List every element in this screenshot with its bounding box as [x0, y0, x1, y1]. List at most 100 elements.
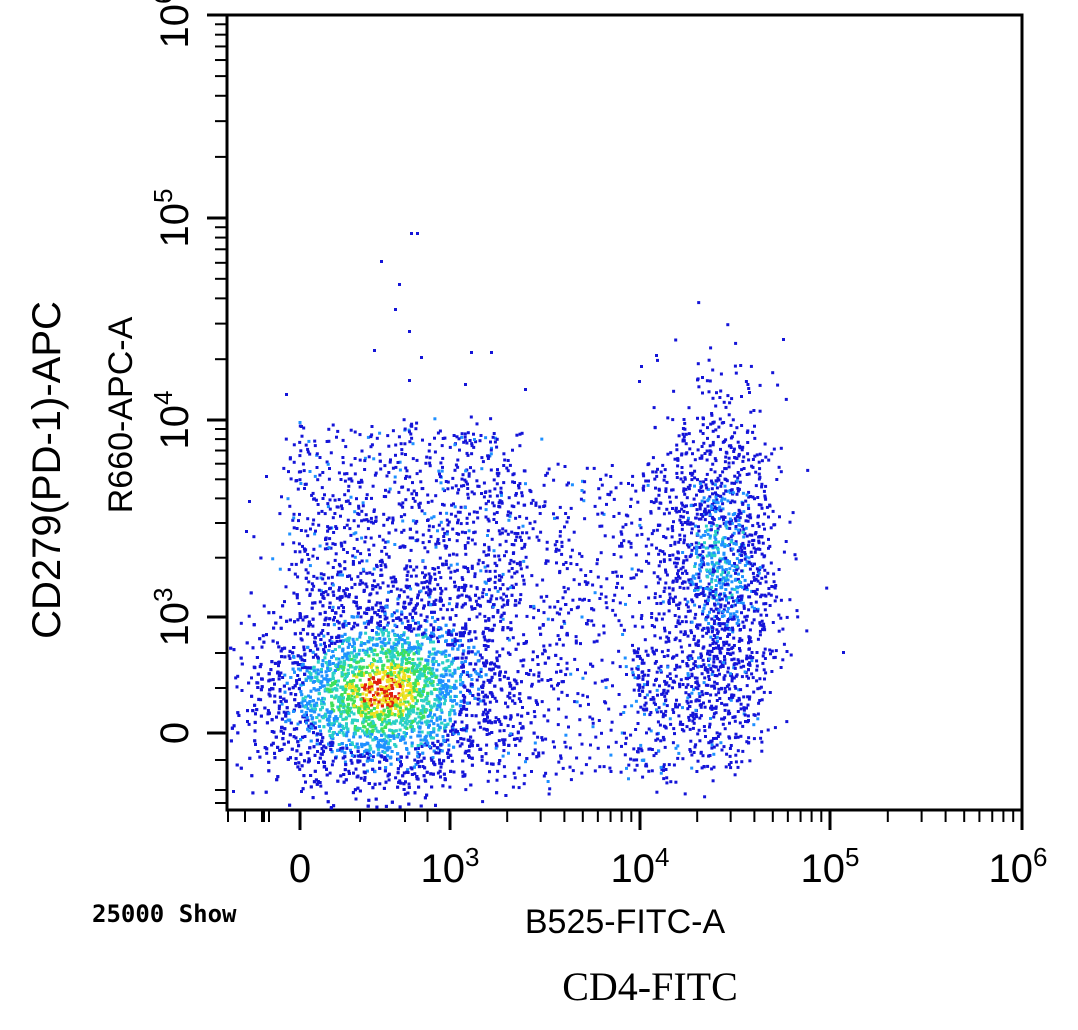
event-dot [388, 652, 392, 656]
event-dot [318, 742, 322, 746]
event-dot [426, 659, 430, 662]
event-dot [438, 761, 442, 765]
event-dot [314, 653, 318, 657]
event-dot [397, 640, 401, 644]
event-dot [463, 695, 467, 699]
event-dot [352, 754, 356, 758]
event-dot [436, 617, 440, 621]
event-dot [489, 662, 492, 666]
event-dot [408, 712, 412, 716]
event-dot [458, 710, 462, 714]
event-dot [279, 626, 283, 630]
event-dot [370, 712, 374, 716]
event-dot [347, 772, 351, 775]
event-dot [407, 675, 411, 679]
event-dot [332, 717, 336, 721]
event-dot [384, 670, 387, 673]
event-dot [369, 618, 373, 622]
event-dot [321, 696, 325, 700]
event-dot [261, 634, 265, 638]
event-dot [366, 620, 370, 624]
event-dot [323, 645, 327, 649]
event-dot [330, 689, 334, 693]
event-dot [437, 663, 441, 667]
event-dot [411, 658, 415, 662]
event-dot [368, 724, 372, 728]
event-dot [484, 673, 488, 677]
plot-frame [225, 13, 1024, 812]
event-dot [416, 643, 420, 646]
event-dot [331, 590, 335, 594]
event-dot [333, 681, 337, 685]
event-dot [400, 660, 404, 664]
event-dot [253, 703, 257, 707]
event-dot [430, 715, 434, 719]
event-dot [416, 657, 420, 661]
event-dot [400, 716, 403, 720]
event-dot [423, 796, 427, 800]
event-dot [590, 607, 594, 611]
event-dot [338, 586, 341, 590]
event-dot [273, 661, 277, 665]
event-dot [474, 652, 478, 656]
event-dot [353, 788, 357, 792]
event-dot [358, 789, 362, 793]
event-dot [388, 709, 392, 713]
event-dot [382, 698, 386, 702]
event-dot [591, 717, 595, 721]
event-dot [332, 654, 335, 658]
event-dot [470, 678, 474, 681]
event-dot [316, 668, 320, 672]
event-dot [392, 736, 396, 740]
event-dot [304, 695, 308, 699]
event-dot [469, 735, 473, 739]
event-dot [450, 630, 454, 634]
event-dot [301, 735, 305, 739]
event-dot [310, 726, 314, 730]
event-dot [414, 621, 417, 625]
event-dot [465, 671, 469, 675]
event-dot [419, 742, 423, 746]
event-dot [438, 705, 442, 709]
event-dot [407, 678, 411, 682]
event-dot [364, 712, 368, 716]
event-dot [317, 679, 321, 683]
event-dot [335, 635, 339, 639]
event-dot [396, 767, 400, 771]
event-dot [422, 672, 426, 676]
event-dot [367, 703, 371, 707]
event-dot [317, 713, 321, 717]
event-dot [296, 654, 300, 658]
event-dot [438, 769, 442, 773]
event-dot [419, 804, 423, 808]
event-dot [376, 712, 380, 716]
event-dot [337, 743, 341, 746]
event-dot [344, 623, 348, 627]
event-dot [441, 735, 445, 739]
event-dot [377, 632, 380, 636]
event-dot [390, 666, 394, 670]
event-dot [284, 720, 288, 724]
event-dot [405, 689, 409, 693]
event-dot [514, 614, 518, 618]
event-dot [491, 762, 495, 766]
event-dot [378, 698, 382, 702]
event-dot [281, 604, 285, 608]
event-dot [399, 710, 403, 713]
event-dot [431, 647, 435, 651]
event-dot [253, 666, 257, 670]
event-dot [399, 652, 403, 655]
event-dot [369, 698, 373, 701]
event-dot [329, 677, 333, 681]
event-dot [465, 713, 469, 717]
event-dot [304, 679, 308, 682]
event-dot [367, 730, 371, 734]
event-dot [445, 659, 449, 663]
event-dot [322, 684, 326, 688]
event-dot [329, 642, 333, 645]
event-dot [517, 697, 521, 701]
event-dot [382, 670, 386, 674]
event-dot [469, 638, 473, 642]
event-dot [529, 721, 533, 725]
event-dot [351, 791, 355, 795]
